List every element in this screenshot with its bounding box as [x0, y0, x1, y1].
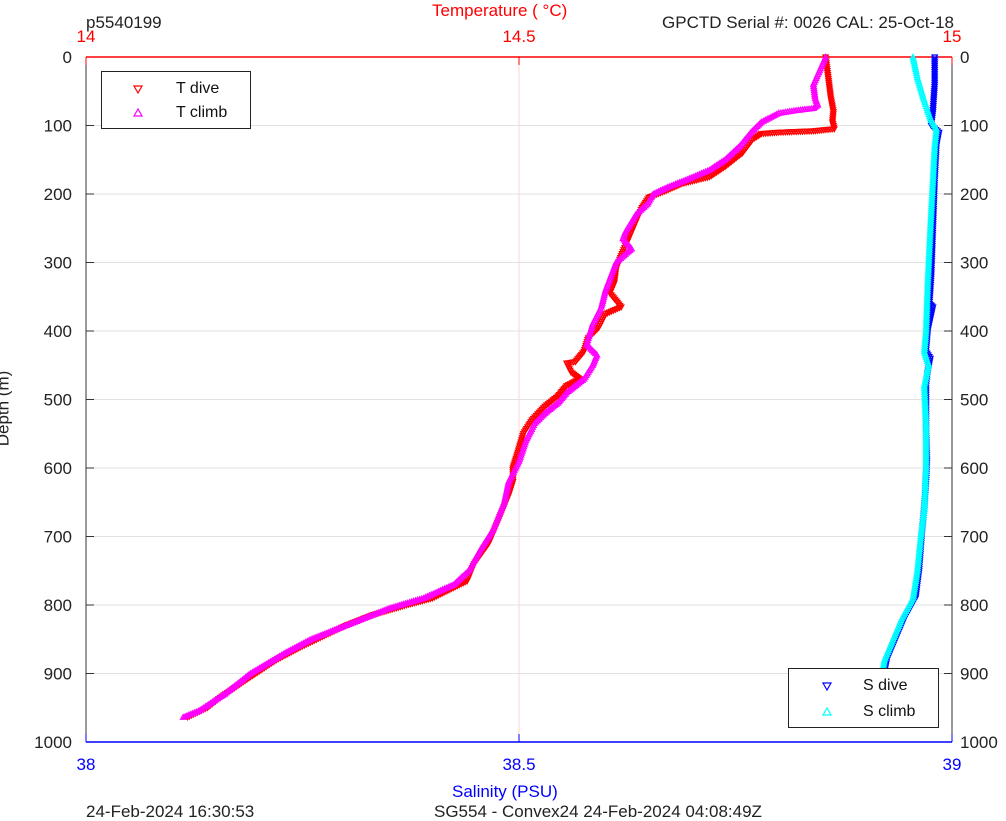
depth-axis-title: Depth (m)	[0, 370, 13, 447]
depth-tick-label-right-700: 700	[960, 528, 988, 547]
salinity-legend: S dive S climb	[788, 668, 939, 728]
depth-tick-label-left-300: 300	[44, 254, 72, 273]
depth-tick-label-left-100: 100	[44, 117, 72, 136]
depth-tick-label-right-100: 100	[960, 117, 988, 136]
depth-tick-label-right-400: 400	[960, 322, 988, 341]
t-dive-legend-label: T dive	[176, 80, 220, 97]
depth-tick-label-left-1000: 1000	[34, 733, 72, 752]
temperature-tick-label-15: 15	[943, 27, 962, 46]
t-climb-legend-label: T climb	[176, 104, 228, 121]
depth-tick-label-right-200: 200	[960, 185, 988, 204]
depth-tick-label-left-900: 900	[44, 665, 72, 684]
salinity-tick-label-39: 39	[943, 755, 962, 774]
t-climb-point	[179, 713, 187, 720]
header-left-id: p5540199	[86, 13, 162, 32]
depth-tick-label-left-700: 700	[44, 528, 72, 547]
header-right-serial: GPCTD Serial #: 0026 CAL: 25-Oct-18	[662, 13, 954, 32]
depth-tick-label-left-600: 600	[44, 459, 72, 478]
depth-tick-label-right-900: 900	[960, 665, 988, 684]
s-dive-legend-label: S dive	[863, 677, 908, 694]
s-dive-legend-marker	[821, 682, 833, 691]
depth-tick-label-left-400: 400	[44, 322, 72, 341]
footer-center-mission: SG554 - Convex24 24-Feb-2024 04:08:49Z	[434, 802, 762, 821]
s-climb-legend-label: S climb	[863, 703, 916, 720]
depth-tick-label-left-0: 0	[63, 48, 72, 67]
s-climb-legend-marker	[821, 707, 833, 716]
depth-tick-label-left-200: 200	[44, 185, 72, 204]
depth-tick-label-right-300: 300	[960, 254, 988, 273]
t-climb-series	[179, 53, 830, 720]
salinity-tick-label-38: 38	[77, 755, 96, 774]
s-climb-point	[909, 592, 918, 599]
footer-left-timestamp: 24-Feb-2024 16:30:53	[86, 802, 255, 821]
depth-tick-label-left-500: 500	[44, 391, 72, 410]
temperature-tick-label-14: 14	[77, 27, 96, 46]
depth-tick-label-right-500: 500	[960, 391, 988, 410]
salinity-tick-label-38.5: 38.5	[502, 755, 535, 774]
depth-tick-label-right-600: 600	[960, 459, 988, 478]
salinity-axis-title: Salinity (PSU)	[452, 782, 558, 801]
depth-tick-label-right-0: 0	[960, 48, 969, 67]
temperature-legend: T dive T climb	[101, 71, 251, 129]
t-dive-series	[183, 54, 838, 722]
temperature-tick-label-14.5: 14.5	[502, 27, 535, 46]
t-climb-legend-marker	[132, 108, 144, 117]
t-dive-legend-marker	[132, 85, 144, 94]
s-climb-series	[870, 53, 941, 719]
temperature-axis-title: Temperature ( °C)	[432, 1, 568, 20]
depth-tick-label-right-1000: 1000	[960, 733, 998, 752]
depth-tick-label-left-800: 800	[44, 596, 72, 615]
depth-tick-label-right-800: 800	[960, 596, 988, 615]
